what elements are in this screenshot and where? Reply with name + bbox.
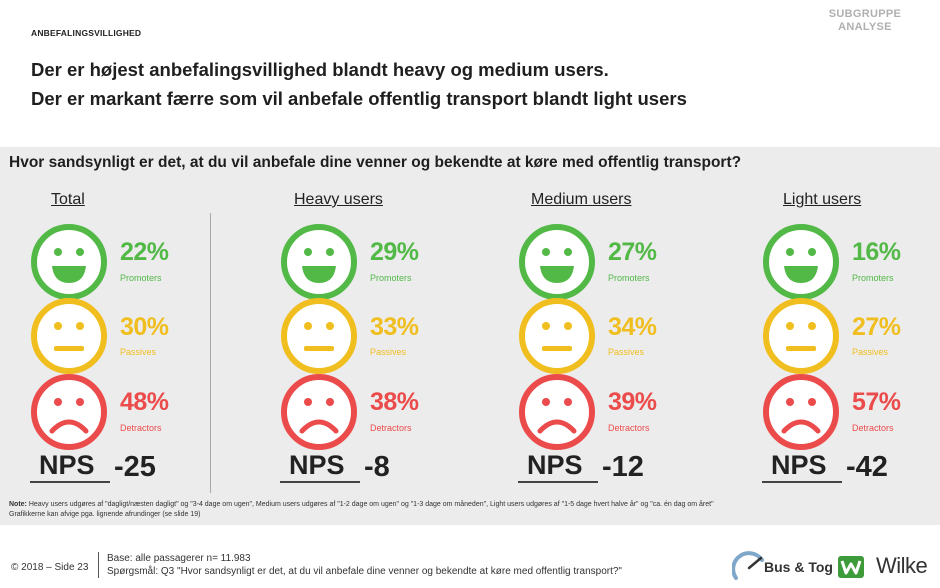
bus-tog-logo-text: Bus & Tog	[764, 559, 833, 575]
nps-panel: Hvor sandsynligt er det, at du vil anbef…	[0, 147, 940, 525]
footer-base-text: Base: alle passagerer n= 11.983	[107, 553, 251, 564]
neutral-face-icon	[518, 297, 596, 375]
detractors-label: Detractors	[608, 423, 650, 433]
nps-score: -42	[846, 451, 888, 483]
footer-question-text: Spørgsmål: Q3 "Hvor sandsynligt er det, …	[107, 566, 622, 577]
detractors-label: Detractors	[120, 423, 162, 433]
detractors-percent: 48%	[120, 388, 169, 416]
question-text: Hvor sandsynligt er det, at du vil anbef…	[9, 154, 742, 171]
passives-label: Passives	[370, 347, 407, 357]
promoters-percent: 27%	[608, 238, 657, 266]
detractors-percent: 38%	[370, 388, 419, 416]
happy-face-icon	[280, 223, 358, 301]
promoters-percent: 22%	[120, 238, 169, 266]
promoters-label: Promoters	[370, 273, 412, 283]
panel-divider	[210, 213, 211, 493]
promoters-label: Promoters	[608, 273, 650, 283]
subgroup-line-1: SUBGRUPPE	[828, 8, 902, 20]
nps-label: NPS	[39, 450, 95, 480]
passives-percent: 27%	[852, 313, 901, 341]
detractors-percent: 57%	[852, 388, 901, 416]
wilke-logo-text: Wilke	[876, 553, 928, 578]
segment-title: Medium users	[531, 191, 632, 208]
sad-face-icon	[280, 373, 358, 451]
segment-medium-users: Medium users 27% Promoters 34% Passives 39% De…	[518, 147, 738, 487]
passives-label: Passives	[852, 347, 889, 357]
footer-copyright: © 2018 – Side 23	[11, 562, 89, 573]
neutral-face-icon	[30, 297, 108, 375]
bus-tog-logo-icon	[732, 551, 764, 580]
sad-face-icon	[30, 373, 108, 451]
nps-score: -12	[602, 451, 644, 483]
nps-score: -8	[364, 451, 390, 483]
promoters-percent: 16%	[852, 238, 901, 266]
nps-score: -25	[114, 451, 156, 483]
passives-label: Passives	[120, 347, 157, 357]
subgroup-label: SUBGRUPPE ANALYSE	[810, 8, 920, 34]
neutral-face-icon	[280, 297, 358, 375]
happy-face-icon	[762, 223, 840, 301]
nps-label: NPS	[527, 450, 583, 480]
nps-label: NPS	[289, 450, 345, 480]
happy-face-icon	[30, 223, 108, 301]
promoters-percent: 29%	[370, 238, 419, 266]
passives-label: Passives	[608, 347, 645, 357]
note-line-2: Grafikkerne kan afvige pga. lignende afr…	[9, 511, 201, 518]
nps-underline	[762, 481, 842, 483]
promoters-label: Promoters	[120, 273, 162, 283]
headline-1: Der er højest anbefalingsvillighed bland…	[31, 59, 609, 80]
segment-total: Total 22% Promoters 30% Passives 48% Detractor…	[30, 147, 250, 487]
footer-separator	[98, 552, 99, 578]
sad-face-icon	[518, 373, 596, 451]
headline-2: Der er markant færre som vil anbefale of…	[31, 88, 687, 109]
detractors-label: Detractors	[370, 423, 412, 433]
sad-face-icon	[762, 373, 840, 451]
note-line-1: Heavy users udgøres af "dagligt/næsten d…	[28, 501, 714, 508]
note-label: Note:	[9, 501, 27, 508]
passives-percent: 33%	[370, 313, 419, 341]
passives-percent: 30%	[120, 313, 169, 341]
footer-base: Base: alle passagerer n= 11.983 Spørgsmå…	[107, 552, 622, 578]
promoters-label: Promoters	[852, 273, 894, 283]
segment-light-users: Light users 16% Promoters 27% Passives 57% Det…	[762, 147, 940, 487]
segment-title: Total	[51, 191, 85, 208]
segment-title: Light users	[783, 191, 862, 208]
nps-underline	[518, 481, 598, 483]
nps-label: NPS	[771, 450, 827, 480]
passives-percent: 34%	[608, 313, 657, 341]
detractors-label: Detractors	[852, 423, 894, 433]
note: Note: Heavy users udgøres af "dagligt/næ…	[9, 500, 714, 520]
nps-underline	[280, 481, 360, 483]
detractors-percent: 39%	[608, 388, 657, 416]
segment-heavy-users: Heavy users 29% Promoters 33% Passives 38% Det…	[280, 147, 500, 487]
subgroup-line-2: ANALYSE	[838, 21, 892, 33]
happy-face-icon	[518, 223, 596, 301]
wilke-w-icon	[838, 556, 864, 578]
section-tag: ANBEFALINGSVILLIGHED	[31, 28, 142, 38]
neutral-face-icon	[762, 297, 840, 375]
nps-underline	[30, 481, 110, 483]
segment-title: Heavy users	[294, 191, 383, 208]
